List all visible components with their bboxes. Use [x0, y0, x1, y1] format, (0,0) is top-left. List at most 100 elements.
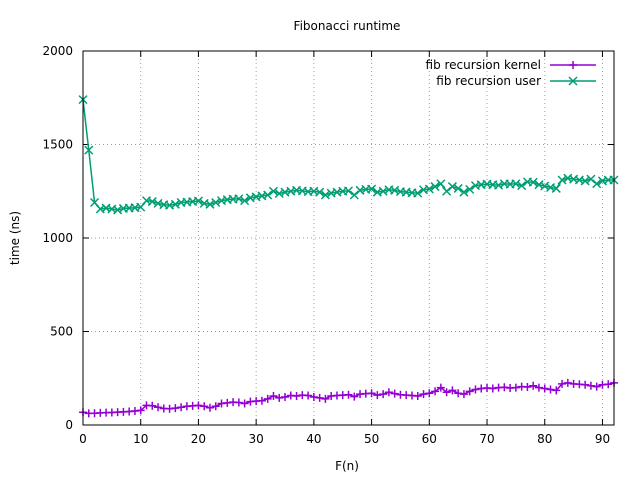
legend-marker: [568, 76, 578, 86]
data-point: [234, 398, 243, 407]
data-point: [546, 385, 555, 394]
data-point: [425, 389, 434, 398]
x-tick-label: 60: [422, 432, 437, 446]
data-point: [205, 403, 214, 412]
legend-label: fib recursion user: [436, 74, 541, 88]
data-point: [413, 188, 423, 198]
legend: fib recursion kernel fib recursion user: [426, 58, 596, 88]
data-point: [315, 393, 324, 402]
x-tick-label: 40: [306, 432, 321, 446]
data-point: [442, 388, 451, 397]
x-tick-label: 10: [133, 432, 148, 446]
data-point: [343, 186, 354, 196]
data-point: [263, 190, 273, 200]
data-point: [459, 187, 469, 197]
data-point: [552, 386, 561, 395]
data-point: [448, 386, 457, 395]
data-point: [604, 380, 613, 389]
data-point: [257, 396, 266, 405]
data-point: [586, 174, 596, 184]
data-point: [529, 381, 538, 390]
data-point: [592, 179, 602, 189]
data-point: [268, 186, 278, 196]
data-point: [321, 394, 330, 403]
legend-label: fib recursion kernel: [426, 58, 541, 72]
data-point: [586, 381, 595, 390]
data-point: [315, 187, 325, 197]
data-point: [528, 177, 538, 187]
axis-ticks: 0 10 20 30 40 50 60 70 80 90 0 500 1000 1500 2000: [42, 44, 614, 446]
x-tick-label: 50: [364, 432, 379, 446]
data-point: [511, 383, 520, 392]
data-point: [350, 392, 359, 401]
grid: [83, 51, 614, 425]
data-point: [136, 406, 145, 415]
x-tick-label: 90: [595, 432, 610, 446]
series-user: [78, 95, 619, 215]
data-point: [148, 401, 157, 410]
data-point: [471, 385, 480, 394]
data-point: [390, 389, 399, 398]
y-tick-label: 500: [50, 325, 73, 339]
data-point: [309, 392, 318, 401]
data-point: [465, 387, 474, 396]
data-point: [170, 199, 180, 209]
data-point: [240, 399, 249, 408]
data-point: [147, 197, 157, 207]
data-point: [453, 183, 463, 193]
data-point: [540, 384, 549, 393]
x-tick-label: 20: [191, 432, 206, 446]
data-point: [442, 186, 452, 196]
data-point: [367, 389, 376, 398]
data-point: [430, 182, 440, 192]
y-tick-label: 0: [65, 418, 73, 432]
data-point: [511, 179, 521, 189]
chart-title: Fibonacci runtime: [294, 19, 401, 33]
data-point: [558, 379, 567, 388]
data-point: [384, 388, 393, 397]
x-tick-label: 80: [537, 432, 552, 446]
data-point: [447, 182, 457, 192]
x-tick-label: 70: [479, 432, 494, 446]
data-point: [523, 383, 532, 392]
data-point: [154, 403, 163, 412]
data-point: [281, 392, 290, 401]
data-point: [240, 196, 250, 206]
data-point: [557, 175, 567, 185]
x-tick-label: 30: [249, 432, 264, 446]
data-point: [379, 390, 388, 399]
data-point: [454, 389, 463, 398]
data-point: [551, 183, 561, 193]
data-point: [211, 402, 220, 411]
data-point: [431, 387, 440, 396]
x-axis-label: F(n): [335, 459, 359, 473]
series-layer: [78, 95, 619, 418]
plot-frame: [82, 50, 615, 426]
series-line: [82, 99, 614, 211]
y-tick-label: 2000: [42, 44, 73, 58]
data-point: [211, 197, 221, 208]
data-point: [563, 378, 572, 387]
data-point: [436, 383, 445, 392]
data-point: [292, 392, 301, 401]
data-point: [349, 190, 359, 200]
y-tick-label: 1500: [42, 138, 73, 152]
legend-marker: [569, 61, 577, 69]
data-point: [424, 184, 434, 194]
data-point: [234, 194, 244, 204]
data-point: [193, 196, 203, 206]
data-point: [488, 384, 497, 393]
data-point: [205, 199, 215, 209]
data-point: [320, 190, 330, 200]
series-kernel: [79, 378, 618, 418]
data-point: [367, 184, 377, 194]
data-point: [459, 390, 468, 399]
data-point: [171, 404, 180, 413]
data-point: [177, 403, 186, 412]
data-point: [84, 145, 94, 155]
data-point: [580, 176, 590, 186]
data-point: [534, 383, 543, 392]
data-point: [269, 392, 278, 401]
y-tick-label: 1000: [42, 231, 73, 245]
